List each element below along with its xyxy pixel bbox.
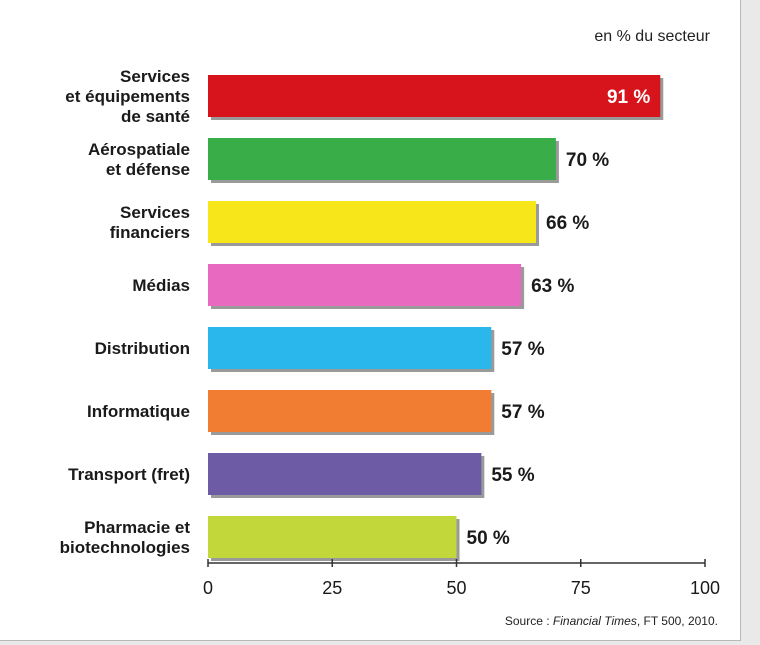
- bar-chart: 91 % Services et équipements de santé 70 % Aé…: [60, 67, 720, 598]
- source-name: Financial Times: [552, 614, 637, 628]
- category-label: Transport (fret): [68, 465, 190, 484]
- category-label: Distribution: [95, 339, 190, 358]
- bar-value-label: 66 %: [546, 213, 589, 234]
- source-prefix: Source :: [504, 614, 553, 628]
- source-suffix: , FT 500, 2010.: [636, 614, 718, 628]
- category-label: Services financiers: [110, 203, 190, 242]
- bar-value-label: 91 %: [607, 87, 650, 108]
- category-label: Pharmacie et biotechnologies: [60, 518, 191, 557]
- bar: [208, 264, 522, 306]
- bar: [208, 516, 457, 558]
- x-tick-label: 0: [203, 578, 213, 598]
- bar: [208, 138, 556, 180]
- x-tick-label: 75: [571, 578, 591, 598]
- bar-value-label: 55 %: [491, 465, 534, 486]
- category-label: Services et équipements de santé: [65, 67, 190, 126]
- bar: [208, 201, 537, 243]
- x-tick-label: 25: [322, 578, 342, 598]
- bar-value-label: 63 %: [531, 276, 574, 297]
- x-tick-label: 100: [690, 578, 720, 598]
- bar-value-label: 50 %: [467, 528, 510, 549]
- bar-value-label: 57 %: [501, 402, 544, 423]
- category-label: Aérospatiale et défense: [88, 140, 190, 179]
- bar-value-label: 57 %: [501, 339, 544, 360]
- bar: [208, 453, 482, 495]
- unit-label: en % du secteur: [594, 28, 710, 45]
- bar: [208, 390, 492, 432]
- source-note: Source : Financial Times, FT 500, 2010.: [505, 614, 718, 628]
- chart-frame: en % du secteur 91 % Services et équipemen…: [0, 0, 741, 641]
- category-label: Informatique: [87, 402, 190, 421]
- bar: [208, 75, 661, 117]
- category-label: Médias: [132, 276, 190, 295]
- bar-value-label: 70 %: [566, 150, 609, 171]
- x-tick-label: 50: [446, 578, 466, 598]
- bar: [208, 327, 492, 369]
